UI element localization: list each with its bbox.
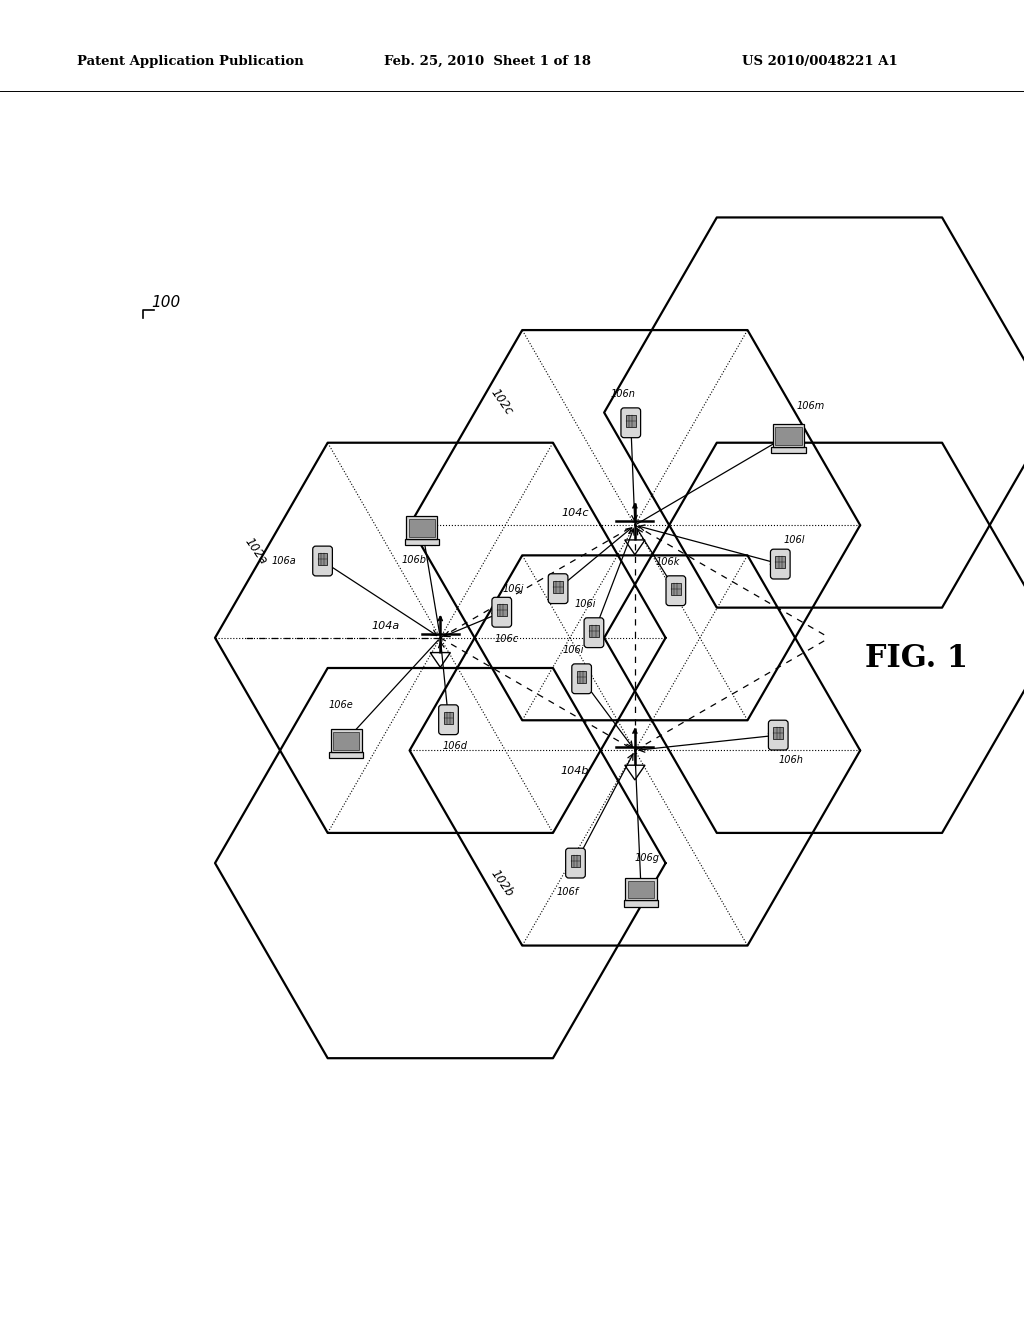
FancyBboxPatch shape — [548, 574, 568, 603]
Text: 106c: 106c — [495, 634, 519, 644]
FancyBboxPatch shape — [312, 546, 333, 576]
Bar — [329, 751, 364, 758]
Text: Feb. 25, 2010  Sheet 1 of 18: Feb. 25, 2010 Sheet 1 of 18 — [384, 55, 591, 67]
FancyBboxPatch shape — [621, 408, 641, 438]
Bar — [628, 880, 654, 899]
Bar — [773, 727, 783, 739]
FancyBboxPatch shape — [770, 549, 791, 579]
FancyBboxPatch shape — [666, 576, 686, 606]
Bar — [443, 711, 454, 723]
Bar — [626, 878, 656, 900]
FancyBboxPatch shape — [584, 618, 604, 648]
Bar — [404, 539, 439, 545]
Text: 100: 100 — [152, 296, 181, 310]
Text: 106d: 106d — [442, 742, 467, 751]
Text: 102a: 102a — [242, 535, 270, 566]
Text: 106a: 106a — [271, 556, 296, 566]
FancyBboxPatch shape — [438, 705, 459, 735]
Text: FIG. 1: FIG. 1 — [865, 643, 968, 673]
Text: US 2010/0048221 A1: US 2010/0048221 A1 — [742, 55, 898, 67]
Bar — [570, 855, 581, 867]
Bar — [624, 900, 658, 907]
Bar — [407, 516, 437, 539]
Text: 106f: 106f — [556, 887, 579, 896]
Text: 106i: 106i — [575, 599, 596, 609]
Bar — [775, 426, 802, 445]
Text: 106h: 106h — [778, 755, 803, 764]
Bar — [771, 446, 806, 453]
FancyBboxPatch shape — [571, 664, 592, 694]
Bar — [409, 519, 435, 537]
Text: 104c: 104c — [561, 508, 589, 517]
Text: 104a: 104a — [371, 620, 399, 631]
Bar — [497, 605, 507, 616]
Text: 106i: 106i — [563, 645, 584, 655]
FancyBboxPatch shape — [565, 849, 586, 878]
Bar — [626, 414, 636, 428]
Text: 106k: 106k — [655, 557, 680, 568]
Bar — [333, 733, 359, 750]
Text: Patent Application Publication: Patent Application Publication — [77, 55, 303, 67]
Bar — [589, 624, 599, 638]
Text: 106l: 106l — [784, 535, 805, 545]
Bar — [773, 424, 804, 446]
FancyBboxPatch shape — [492, 598, 512, 627]
FancyBboxPatch shape — [768, 721, 788, 750]
Text: 102b: 102b — [487, 867, 516, 900]
Text: 106e: 106e — [329, 701, 353, 710]
Text: 106m: 106m — [797, 401, 825, 412]
Text: 106g: 106g — [635, 853, 659, 863]
Bar — [671, 582, 681, 595]
Bar — [331, 730, 361, 751]
Text: 106b: 106b — [401, 554, 426, 565]
Text: 104b: 104b — [560, 766, 589, 776]
Bar — [775, 556, 785, 569]
Bar — [317, 553, 328, 565]
Bar — [553, 581, 563, 593]
Text: 102c: 102c — [488, 387, 515, 418]
Text: 106j: 106j — [503, 583, 523, 594]
Bar — [577, 671, 587, 682]
Text: 106n: 106n — [610, 389, 635, 399]
